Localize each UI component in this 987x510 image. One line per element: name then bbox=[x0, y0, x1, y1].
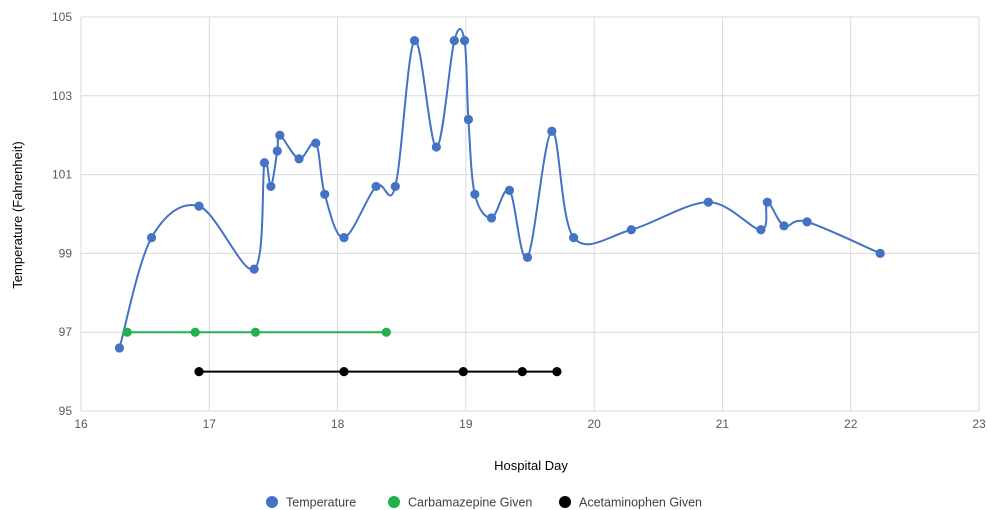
legend-marker bbox=[559, 496, 571, 508]
data-point bbox=[431, 142, 441, 152]
data-point bbox=[339, 367, 349, 377]
data-point bbox=[190, 327, 200, 337]
data-point bbox=[194, 367, 204, 377]
x-tick-label: 23 bbox=[972, 417, 986, 431]
data-point bbox=[547, 126, 557, 136]
data-point bbox=[522, 252, 533, 262]
data-point bbox=[569, 233, 579, 243]
data-point bbox=[463, 114, 474, 125]
data-point bbox=[504, 185, 515, 195]
data-point bbox=[250, 327, 261, 337]
y-tick-label: 103 bbox=[52, 89, 72, 103]
x-tick-label: 18 bbox=[331, 417, 345, 431]
x-tick-label: 20 bbox=[587, 417, 601, 431]
data-point bbox=[294, 154, 304, 164]
data-point bbox=[371, 181, 381, 192]
data-point bbox=[339, 233, 349, 243]
series-points bbox=[114, 36, 885, 377]
data-point bbox=[875, 248, 885, 258]
data-point bbox=[762, 197, 772, 207]
data-point bbox=[249, 264, 259, 274]
data-point bbox=[779, 221, 789, 231]
y-tick-label: 95 bbox=[59, 404, 73, 418]
data-point bbox=[381, 327, 391, 337]
y-tick-label: 99 bbox=[59, 246, 73, 260]
x-tick-label: 16 bbox=[74, 417, 88, 431]
legend-label: Acetaminophen Given bbox=[579, 496, 702, 510]
x-tick-label: 21 bbox=[716, 417, 730, 431]
data-point bbox=[470, 189, 480, 199]
x-tick-label: 17 bbox=[203, 417, 217, 431]
data-point bbox=[449, 36, 459, 46]
x-tick-label: 22 bbox=[844, 417, 858, 431]
data-point bbox=[517, 367, 527, 377]
x-axis-title: Hospital Day bbox=[494, 458, 568, 473]
chart-legend: Temperature Carbamazepine Given Acetaminop… bbox=[266, 496, 702, 510]
data-point bbox=[486, 213, 497, 223]
data-point bbox=[194, 201, 204, 211]
data-point bbox=[311, 138, 321, 148]
data-point bbox=[266, 181, 276, 192]
data-point bbox=[409, 36, 420, 46]
data-point bbox=[146, 233, 157, 243]
legend-marker bbox=[388, 496, 400, 508]
data-point bbox=[459, 36, 470, 46]
data-point bbox=[272, 146, 282, 156]
data-point bbox=[114, 343, 125, 353]
y-axis-title: Temperature (Fahrenheit) bbox=[10, 141, 25, 288]
series-line-0 bbox=[118, 28, 881, 349]
data-point bbox=[320, 189, 330, 199]
data-point bbox=[275, 130, 285, 140]
data-point bbox=[390, 181, 400, 192]
data-point bbox=[756, 225, 766, 235]
data-point bbox=[552, 367, 562, 377]
data-point bbox=[626, 225, 636, 235]
data-point bbox=[259, 158, 270, 168]
y-tick-label: 105 bbox=[52, 10, 72, 24]
legend-marker bbox=[266, 496, 278, 508]
chart-grid bbox=[80, 16, 980, 412]
legend-label: Carbamazepine Given bbox=[408, 496, 532, 510]
data-point bbox=[122, 327, 132, 337]
axis-ticks: 16 17 18 19 20 21 22 23 95 97 99 101 103 105 bbox=[52, 10, 986, 431]
y-tick-label: 97 bbox=[59, 325, 73, 339]
data-point bbox=[703, 197, 713, 207]
x-tick-label: 19 bbox=[459, 417, 473, 431]
legend-label: Temperature bbox=[286, 496, 356, 510]
data-point bbox=[458, 367, 468, 377]
y-tick-label: 101 bbox=[52, 168, 72, 182]
data-point bbox=[802, 217, 812, 227]
